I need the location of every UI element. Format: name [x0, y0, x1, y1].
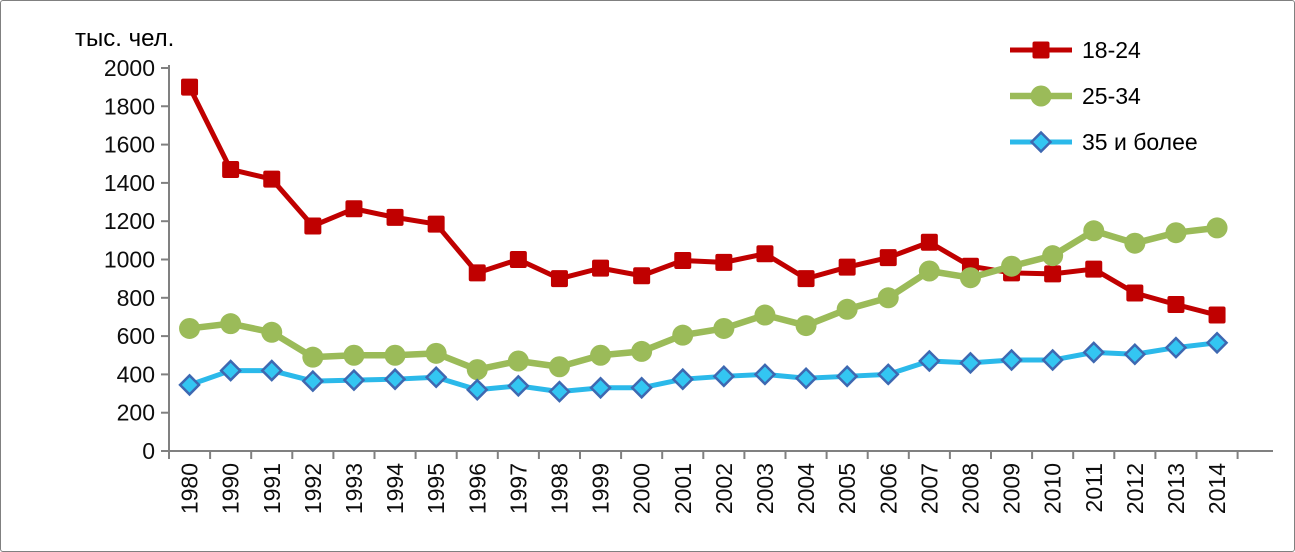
svg-text:2013: 2013	[1163, 463, 1189, 514]
svg-text:2002: 2002	[711, 463, 737, 514]
svg-text:2010: 2010	[1040, 463, 1066, 514]
svg-text:2005: 2005	[834, 463, 860, 514]
svg-text:1991: 1991	[259, 463, 285, 514]
svg-text:1200: 1200	[104, 208, 155, 234]
svg-text:1996: 1996	[464, 463, 490, 514]
y-axis-title: тыс. чел.	[75, 25, 175, 52]
svg-text:1994: 1994	[382, 463, 408, 514]
svg-text:2003: 2003	[752, 463, 778, 514]
legend-label: 35 и более	[1082, 128, 1198, 155]
svg-text:2014: 2014	[1204, 463, 1230, 514]
svg-text:1998: 1998	[546, 463, 572, 514]
svg-text:2001: 2001	[670, 463, 696, 514]
svg-text:2012: 2012	[1122, 463, 1148, 514]
svg-text:2000: 2000	[629, 463, 655, 514]
legend-label: 18-24	[1082, 36, 1141, 63]
svg-text:0: 0	[142, 438, 155, 464]
svg-text:1980: 1980	[177, 463, 203, 514]
legend-marker-circle-icon	[1010, 85, 1072, 107]
svg-text:2011: 2011	[1081, 463, 1107, 512]
legend-item-35-plus: 35 и более	[1009, 129, 1198, 155]
svg-text:2004: 2004	[793, 463, 819, 514]
svg-text:1993: 1993	[341, 463, 367, 514]
legend: 18-24 25-34 35 и более	[1009, 37, 1198, 155]
svg-text:2009: 2009	[999, 463, 1025, 514]
svg-text:1995: 1995	[423, 463, 449, 514]
svg-text:200: 200	[117, 400, 155, 426]
svg-text:2008: 2008	[957, 463, 983, 514]
svg-text:600: 600	[117, 323, 155, 349]
svg-text:1990: 1990	[218, 463, 244, 514]
svg-text:1800: 1800	[104, 93, 155, 119]
svg-text:2006: 2006	[875, 463, 901, 514]
svg-text:1999: 1999	[588, 463, 614, 514]
legend-item-18-24: 18-24	[1009, 37, 1198, 63]
svg-text:800: 800	[117, 285, 155, 311]
svg-text:2007: 2007	[916, 463, 942, 514]
svg-text:1600: 1600	[104, 132, 155, 158]
legend-marker-diamond-icon	[1010, 130, 1072, 154]
svg-text:1000: 1000	[104, 247, 155, 273]
svg-text:400: 400	[117, 361, 155, 387]
legend-label: 25-34	[1082, 82, 1141, 109]
svg-text:1997: 1997	[505, 463, 531, 514]
svg-text:2000: 2000	[104, 55, 155, 81]
legend-marker-square-icon	[1010, 41, 1072, 59]
svg-text:1400: 1400	[104, 170, 155, 196]
svg-text:1992: 1992	[300, 463, 326, 514]
legend-item-25-34: 25-34	[1009, 83, 1198, 109]
